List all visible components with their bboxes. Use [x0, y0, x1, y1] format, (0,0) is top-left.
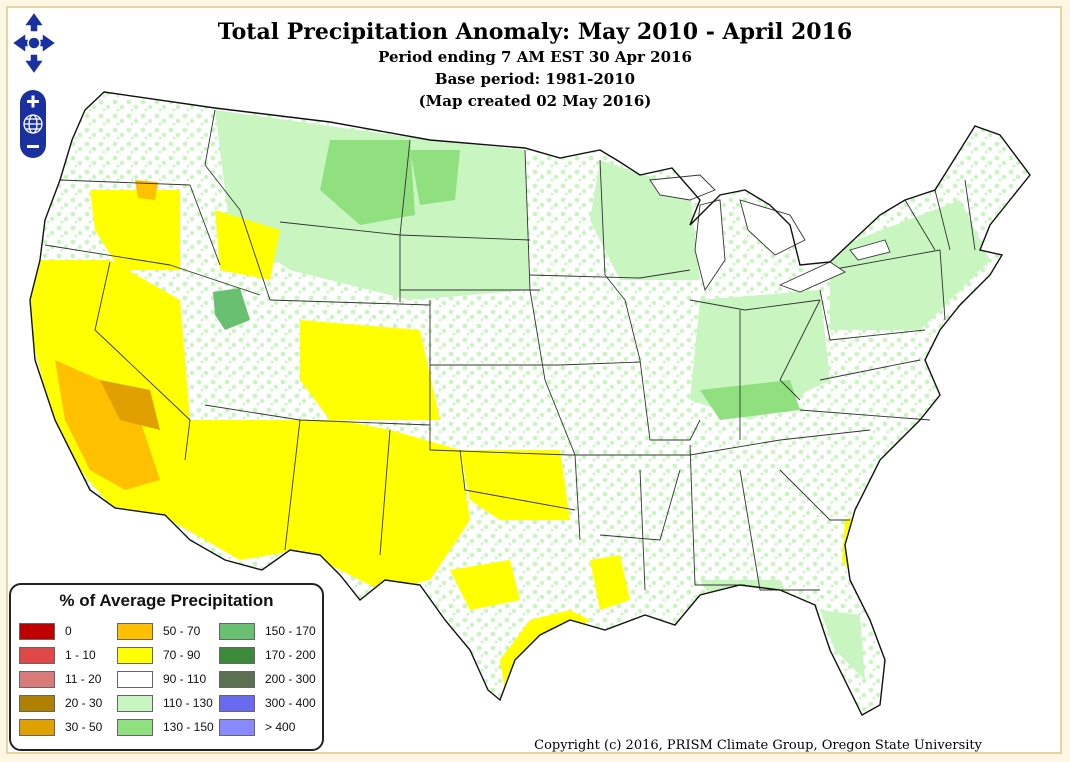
legend-swatch: [19, 623, 55, 640]
legend-label: 300 - 400: [265, 696, 316, 710]
legend-swatch: [117, 695, 153, 712]
pan-up-button[interactable]: [22, 10, 46, 33]
map-subtitle-period: Period ending 7 AM EST 30 Apr 2016: [378, 48, 692, 66]
map-subtitle-base: Base period: 1981-2010: [434, 70, 636, 88]
legend-swatch: [219, 671, 255, 688]
legend-swatch: [219, 647, 255, 664]
legend-label: 130 - 150: [163, 720, 214, 734]
legend-label: 150 - 170: [265, 624, 316, 638]
legend-title: % of Average Precipitation: [59, 591, 274, 610]
legend-swatch: [117, 647, 153, 664]
legend-swatch: [19, 719, 55, 736]
legend-label: 11 - 20: [65, 672, 102, 686]
legend-label: 170 - 200: [265, 648, 316, 662]
legend-swatch: [19, 647, 55, 664]
legend-swatch: [19, 695, 55, 712]
map-title-block: Total Precipitation Anomaly: May 2010 - …: [200, 18, 870, 112]
legend-label: 20 - 30: [65, 696, 103, 710]
legend-swatch: [219, 623, 255, 640]
pan-down-button[interactable]: [22, 53, 46, 76]
zoom-control[interactable]: [20, 90, 46, 158]
legend-label: 0: [65, 624, 72, 638]
copyright-notice: Copyright (c) 2016, PRISM Climate Group,…: [534, 738, 982, 753]
legend-swatch: [19, 671, 55, 688]
pan-arrows-icon[interactable]: [10, 10, 58, 76]
legend-label: 1 - 10: [65, 648, 96, 662]
legend: % of Average Precipitation 0 1 - 10 11 -…: [9, 583, 324, 751]
legend-label: 90 - 110: [163, 672, 207, 686]
legend-swatch: [117, 623, 153, 640]
legend-swatch: [219, 719, 255, 736]
plus-icon[interactable]: [27, 95, 39, 108]
legend-label: 70 - 90: [163, 648, 201, 662]
legend-label: 110 - 130: [163, 696, 213, 710]
globe-icon[interactable]: [23, 114, 43, 134]
legend-swatch: [117, 671, 153, 688]
map-title: Total Precipitation Anomaly: May 2010 - …: [217, 19, 853, 45]
minus-icon[interactable]: [27, 145, 39, 148]
legend-swatch: [219, 695, 255, 712]
legend-label: > 400: [265, 720, 296, 734]
legend-label: 200 - 300: [265, 672, 316, 686]
legend-label: 30 - 50: [65, 720, 103, 734]
legend-label: 50 - 70: [163, 624, 201, 638]
legend-swatch: [117, 719, 153, 736]
pan-control[interactable]: [10, 10, 58, 76]
map-subtitle-created: (Map created 02 May 2016): [418, 92, 652, 110]
